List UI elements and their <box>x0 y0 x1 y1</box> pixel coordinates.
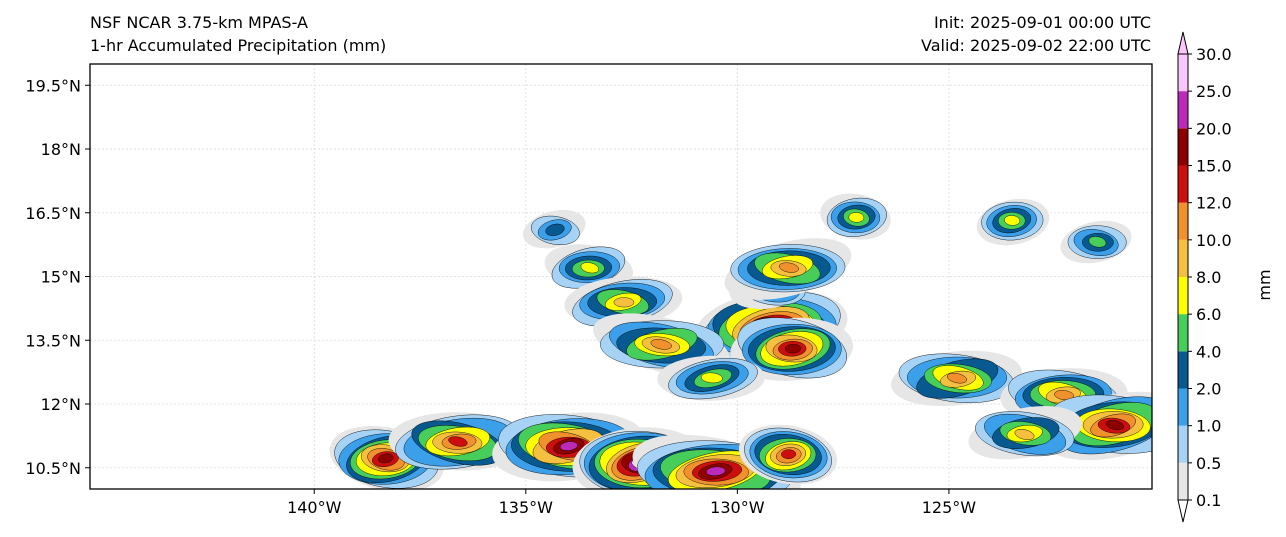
field-title: 1-hr Accumulated Precipitation (mm) <box>90 36 387 55</box>
colorbar-tick-label: 1.0 <box>1196 417 1221 436</box>
lat-tick-label: 15°N <box>41 268 81 287</box>
precip-feature-spiral-band-west-1 <box>523 209 586 249</box>
lon-tick-label: 140°W <box>287 498 342 517</box>
colorbar-tick-label: 25.0 <box>1196 82 1232 101</box>
colorbar-tick-label: 15.0 <box>1196 157 1232 176</box>
model-title: NSF NCAR 3.75-km MPAS-A <box>90 13 308 32</box>
colorbar-tick-label: 4.0 <box>1196 342 1221 361</box>
precip-feature-northeast-band-2 <box>976 198 1050 246</box>
lat-tick-label: 18°N <box>41 140 81 159</box>
colorbar-swatch <box>1178 462 1188 500</box>
precip-feature-spiral-band-west-2 <box>544 244 633 291</box>
colorbar-swatch <box>1178 314 1188 352</box>
colorbar-label: mm <box>1255 269 1274 300</box>
init-time: Init: 2025-09-01 00:00 UTC <box>933 13 1151 32</box>
precip-feature-spiral-band-south <box>657 355 765 401</box>
precip-feature-northeast-band-3 <box>1060 220 1132 264</box>
lat-tick-label: 16.5°N <box>25 204 81 223</box>
precip-feature-itcz-5 <box>632 434 801 489</box>
colorbar: 0.1 0.5 1.0 2.0 4.0 6.0 8.0 10.0 12.0 15.0 20.0 25.… <box>1177 31 1274 523</box>
colorbar-tick-label: 30.0 <box>1196 45 1232 64</box>
colorbar-tick-label: 6.0 <box>1196 305 1221 324</box>
lon-tick-label: 125°W <box>922 498 977 517</box>
precip-field <box>329 193 1152 489</box>
colorbar-tick-label: 12.0 <box>1196 194 1232 213</box>
graticule <box>90 64 1152 489</box>
precip-feature-itcz-2 <box>388 412 530 471</box>
lon-tick-label: 130°W <box>710 498 765 517</box>
precip-feature-inner-eyewall-east <box>730 317 854 381</box>
precip-feature-spiral-band-north <box>724 238 852 300</box>
colorbar-swatch <box>1178 388 1188 426</box>
colorbar-swatch <box>1178 54 1188 92</box>
colorbar-tick-label: 20.0 <box>1196 119 1232 138</box>
colorbar-under-arrow <box>1177 499 1189 523</box>
colorbar-swatch <box>1178 165 1188 203</box>
colorbar-over-arrow <box>1177 31 1189 55</box>
lat-tick-label: 19.5°N <box>25 76 81 95</box>
precip-feature-east-cluster-1 <box>891 350 1022 407</box>
axis-ticks: 19.5°N 18°N 16.5°N 15°N 13.5°N 12°N 10.5°N 140°… <box>25 76 976 517</box>
colorbar-tick-label: 10.0 <box>1196 231 1232 250</box>
colorbar-swatch <box>1178 239 1188 277</box>
colorbar-swatch <box>1178 425 1188 463</box>
colorbar-swatch <box>1178 351 1188 389</box>
colorbar-tick-label: 8.0 <box>1196 268 1221 287</box>
colorbar-tick-label: 0.1 <box>1196 491 1221 510</box>
precip-feature-northeast-band-1 <box>820 193 891 240</box>
colorbar-swatch <box>1178 277 1188 315</box>
lon-tick-label: 135°W <box>499 498 554 517</box>
lat-tick-label: 10.5°N <box>25 459 81 478</box>
precip-feature-itcz-6 <box>738 424 838 485</box>
colorbar-swatch <box>1178 202 1188 240</box>
lat-tick-label: 12°N <box>41 395 81 414</box>
colorbar-swatch <box>1178 128 1188 166</box>
valid-time: Valid: 2025-09-02 22:00 UTC <box>920 36 1151 55</box>
precip-feature-east-cluster-3 <box>1042 391 1152 461</box>
precip-feature-east-cluster-4 <box>968 406 1083 460</box>
colorbar-tick-label: 0.5 <box>1196 454 1221 473</box>
colorbar-tick-label: 2.0 <box>1196 380 1221 399</box>
lat-tick-label: 13.5°N <box>25 331 81 350</box>
colorbar-swatch <box>1178 91 1188 129</box>
